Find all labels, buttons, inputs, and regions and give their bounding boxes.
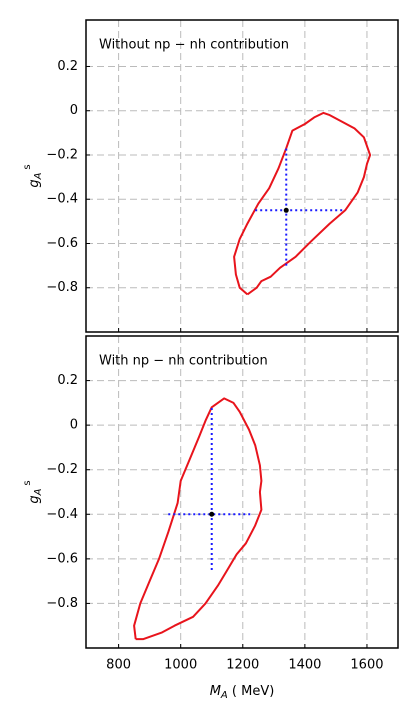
contour-line — [133, 397, 263, 641]
y-label-sup: s — [22, 164, 33, 169]
y-tick-label: 0.2 — [57, 59, 78, 74]
y-tick-label: −0.6 — [46, 236, 78, 251]
x-tick-label: 1000 — [164, 658, 197, 673]
y-tick-label: 0.2 — [57, 373, 78, 388]
contour-line — [233, 111, 372, 296]
y-axis-label: gAs — [22, 480, 44, 503]
x-tick-label: 1400 — [288, 658, 321, 673]
y-tick-label: −0.6 — [46, 551, 78, 566]
x-label-base: M — [210, 684, 221, 699]
y-tick-label: −0.8 — [46, 596, 78, 611]
y-tick-label: 0 — [70, 103, 78, 118]
y-label-base: g — [27, 495, 42, 503]
y-axis-label: gAs — [22, 164, 44, 187]
y-tick-label: −0.2 — [46, 462, 78, 477]
x-label-rest: ( MeV) — [228, 684, 275, 699]
best-fit-point — [209, 511, 215, 517]
x-tick-label: 800 — [106, 658, 131, 673]
y-label-sub: A — [33, 172, 44, 180]
y-tick-label: 0 — [70, 418, 78, 433]
x-tick-label: 1200 — [226, 658, 259, 673]
x-axis-label: MA ( MeV) — [210, 684, 275, 702]
y-label-sub: A — [33, 488, 44, 496]
x-label-sub: A — [220, 690, 228, 701]
panel-title: Without np − nh contribution — [99, 38, 289, 53]
y-tick-label: −0.8 — [46, 280, 78, 295]
panel-frame — [85, 19, 399, 333]
y-label-sup: s — [22, 480, 33, 485]
best-fit-point — [283, 207, 289, 213]
y-tick-label: −0.4 — [46, 507, 78, 522]
y-tick-label: −0.2 — [46, 147, 78, 162]
y-tick-label: −0.4 — [46, 192, 78, 207]
y-label-base: g — [27, 179, 42, 187]
x-tick-label: 1600 — [350, 658, 383, 673]
panel-title: With np − nh contribution — [99, 354, 268, 369]
panel-frame — [85, 335, 399, 649]
